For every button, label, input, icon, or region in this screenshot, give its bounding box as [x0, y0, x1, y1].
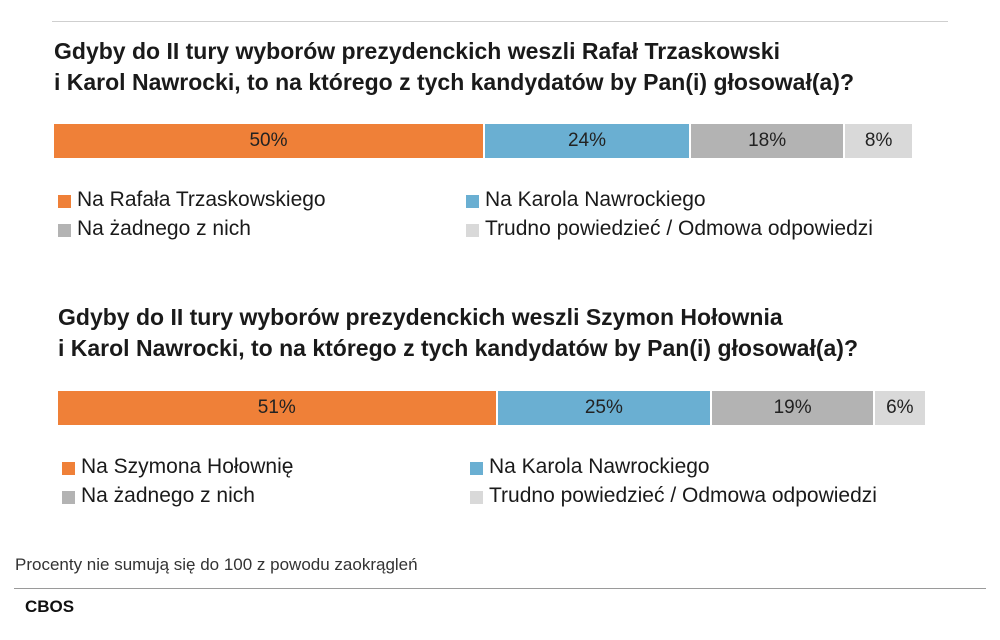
legend-swatch: [62, 462, 75, 475]
legend: Na Szymona Hołownię Na Karola Nawrockieg…: [58, 453, 958, 513]
bar-segment: 8%: [843, 124, 912, 158]
stacked-bar: 51% 25% 19% 6%: [58, 391, 925, 425]
legend-label: Na Karola Nawrockiego: [489, 455, 710, 478]
data-label: 19%: [773, 397, 812, 418]
footnote: Procenty nie sumują się do 100 z powodu …: [15, 555, 418, 574]
legend-label: Trudno powiedzieć / Odmowa odpowiedzi: [485, 217, 873, 240]
chart-title: Gdyby do II tury wyborów prezydenckich w…: [54, 38, 855, 95]
stacked-bar: 50% 24% 18% 8%: [54, 124, 912, 158]
legend-item: Trudno powiedzieć / Odmowa odpowiedzi: [466, 215, 873, 243]
legend-item: Na Rafała Trzaskowskiego: [58, 186, 326, 214]
legend-label: Trudno powiedzieć / Odmowa odpowiedzi: [489, 484, 877, 507]
legend-item: Na Karola Nawrockiego: [470, 453, 710, 481]
legend-swatch: [62, 491, 75, 504]
bar-segment: 18%: [688, 124, 844, 158]
legend-label: Na żadnego z nich: [77, 217, 251, 240]
data-label: 6%: [886, 397, 914, 418]
chart-panel-2: Gdyby do II tury wyborów prezydenckich w…: [58, 302, 958, 507]
source-label: CBOS: [25, 597, 75, 616]
bar-segment: 24%: [483, 124, 689, 158]
data-label: 8%: [864, 130, 893, 151]
chart-panel-1: Gdyby do II tury wyborów prezydenckich w…: [54, 36, 954, 240]
legend-label: Na Szymona Hołownię: [81, 455, 294, 478]
data-label: 24%: [567, 130, 606, 151]
legend: Na Rafała Trzaskowskiego Na Karola Nawro…: [54, 186, 954, 246]
bottom-divider: [14, 588, 986, 589]
data-label: 25%: [584, 397, 623, 418]
legend-item: Na Szymona Hołownię: [62, 453, 293, 481]
legend-swatch: [470, 491, 483, 504]
legend-label: Na Karola Nawrockiego: [485, 188, 706, 211]
data-label: 51%: [257, 397, 296, 418]
legend-label: Na żadnego z nich: [81, 484, 255, 507]
legend-item: Na żadnego z nich: [58, 215, 251, 243]
bar-segment: 6%: [873, 391, 925, 425]
legend-item: Trudno powiedzieć / Odmowa odpowiedzi: [470, 482, 877, 510]
legend-swatch: [470, 462, 483, 475]
legend-item: Na żadnego z nich: [62, 482, 255, 510]
data-label: 50%: [249, 130, 288, 151]
top-divider: [52, 21, 948, 22]
legend-swatch: [58, 195, 71, 208]
chart-title: Gdyby do II tury wyborów prezydenckich w…: [58, 304, 859, 361]
bar-segment: 51%: [58, 391, 496, 425]
bar-segment: 50%: [54, 124, 483, 158]
legend-swatch: [466, 224, 479, 237]
legend-swatch: [58, 224, 71, 237]
legend-swatch: [466, 195, 479, 208]
legend-item: Na Karola Nawrockiego: [466, 186, 706, 214]
data-label: 18%: [748, 130, 787, 151]
legend-label: Na Rafała Trzaskowskiego: [77, 188, 326, 211]
bar-segment: 25%: [495, 391, 711, 425]
bar-segment: 19%: [710, 391, 874, 425]
